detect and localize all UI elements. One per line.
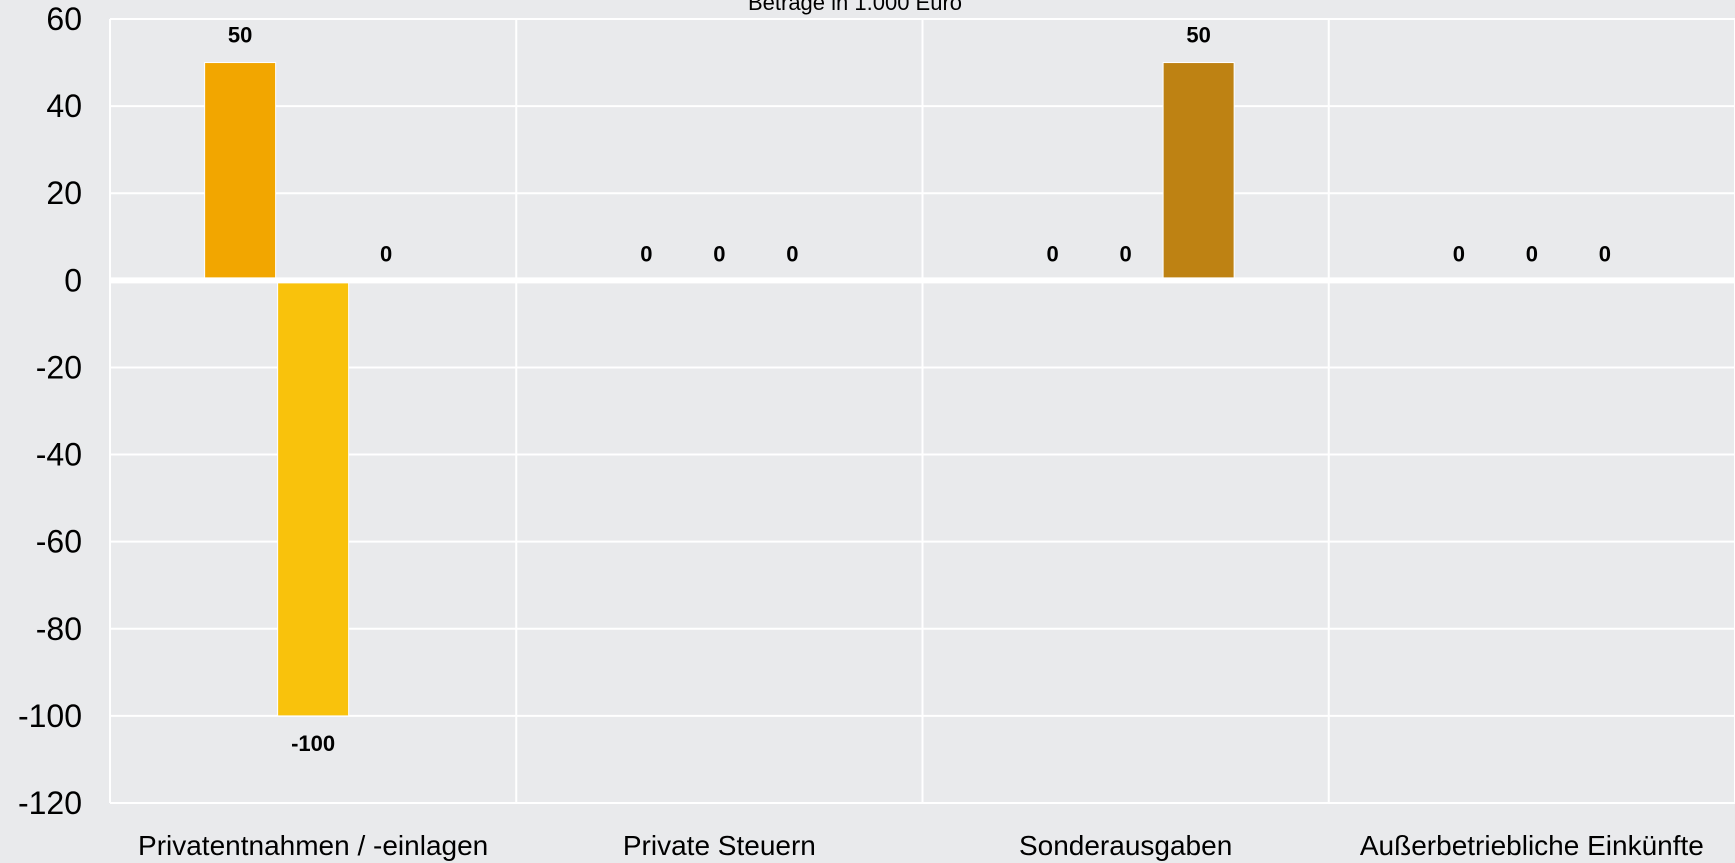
y-tick-label: -80: [36, 611, 82, 647]
x-category-label: Privatentnahmen / -einlagen: [138, 830, 488, 861]
axes: 60 40 20 0 -20 -40 -60 -80 -100 -120 Privatentnahm…: [18, 1, 1704, 861]
data-label: 50: [228, 23, 252, 48]
y-tick-label: 0: [64, 262, 82, 298]
data-label: 0: [1120, 241, 1132, 266]
x-category-label: Außerbetriebliche Einkünfte: [1360, 830, 1704, 861]
y-tick-label: 40: [46, 88, 82, 124]
gridlines: [109, 18, 1735, 804]
data-label: 0: [1599, 241, 1611, 266]
y-tick-label: 20: [46, 175, 82, 211]
y-tick-label: -120: [18, 785, 82, 821]
data-label: 0: [1047, 241, 1059, 266]
y-tick-label: -40: [36, 437, 82, 473]
x-category-label: Private Steuern: [623, 830, 816, 861]
data-label: 0: [1453, 241, 1465, 266]
bar: [204, 62, 277, 281]
data-label: 50: [1186, 23, 1210, 48]
y-tick-label: -60: [36, 524, 82, 560]
bars: [204, 62, 1235, 717]
data-labels: 50 -100 0 0 0 0 0 0 50 0 0 0: [228, 23, 1611, 756]
data-label: 0: [640, 241, 652, 266]
bar: [277, 279, 350, 717]
y-tick-label: 60: [46, 1, 82, 37]
data-label: 0: [380, 241, 392, 266]
y-tick-label: -20: [36, 349, 82, 385]
data-label: 0: [786, 241, 798, 266]
data-label: 0: [1526, 241, 1538, 266]
y-tick-label: -100: [18, 698, 82, 734]
x-category-label: Sonderausgaben: [1019, 830, 1232, 861]
chart-subtitle: Beträge in 1.000 Euro: [748, 0, 962, 15]
bar: [1162, 62, 1235, 281]
data-label: -100: [291, 731, 335, 756]
data-label: 0: [713, 241, 725, 266]
